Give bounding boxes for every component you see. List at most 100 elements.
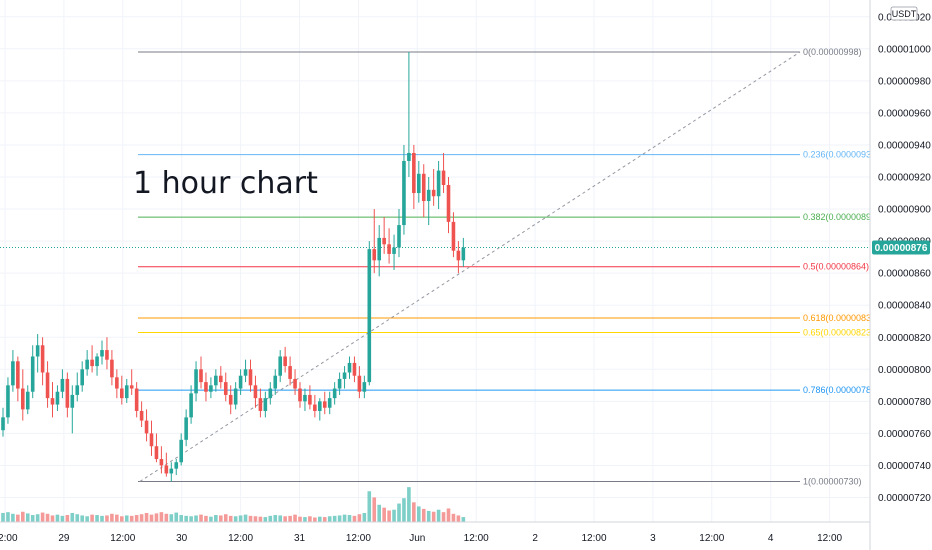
candle[interactable] <box>397 209 401 258</box>
candle[interactable] <box>446 177 451 234</box>
candle[interactable] <box>248 359 253 392</box>
candlesticks[interactable] <box>1 52 466 482</box>
candle[interactable] <box>65 372 70 418</box>
candle[interactable] <box>60 369 65 399</box>
candle[interactable] <box>228 385 233 415</box>
candle[interactable] <box>70 385 75 434</box>
candle[interactable] <box>441 152 446 194</box>
candle[interactable] <box>159 446 164 474</box>
candle[interactable] <box>288 356 292 386</box>
candle[interactable] <box>219 366 223 389</box>
candle[interactable] <box>169 462 174 482</box>
candle[interactable] <box>451 212 456 258</box>
candle[interactable] <box>174 459 179 476</box>
candle[interactable] <box>16 356 20 402</box>
candle[interactable] <box>318 398 322 421</box>
candle[interactable] <box>11 350 15 392</box>
candle[interactable] <box>382 217 386 254</box>
candle[interactable] <box>392 234 396 270</box>
candle[interactable] <box>372 209 377 274</box>
candle[interactable] <box>417 160 421 203</box>
candle[interactable] <box>129 369 134 395</box>
candle[interactable] <box>238 369 243 395</box>
candle[interactable] <box>258 388 263 418</box>
candle[interactable] <box>80 361 84 392</box>
candle[interactable] <box>426 177 431 226</box>
candle[interactable] <box>194 361 198 402</box>
candle[interactable] <box>387 228 391 264</box>
price-axis[interactable] <box>870 0 932 522</box>
candle[interactable] <box>412 144 416 210</box>
candle[interactable] <box>149 420 154 456</box>
candle[interactable] <box>377 225 381 277</box>
trend-line[interactable] <box>139 51 801 482</box>
candle[interactable] <box>35 334 40 373</box>
candle[interactable] <box>362 375 367 399</box>
candle[interactable] <box>139 401 144 427</box>
candle[interactable] <box>30 345 35 399</box>
candle[interactable] <box>253 375 258 408</box>
candle[interactable] <box>75 372 80 402</box>
candle[interactable] <box>298 382 302 408</box>
currency-badge[interactable]: USDT <box>890 6 918 21</box>
candle[interactable] <box>110 350 114 386</box>
candle[interactable] <box>337 372 342 395</box>
candle[interactable] <box>25 385 30 415</box>
candle[interactable] <box>357 366 362 399</box>
candle[interactable] <box>278 350 282 383</box>
candle[interactable] <box>436 160 441 210</box>
candle[interactable] <box>55 385 60 411</box>
candle[interactable] <box>184 409 188 447</box>
candle[interactable] <box>313 394 317 418</box>
candle[interactable] <box>308 385 312 410</box>
candle[interactable] <box>204 372 208 402</box>
candle[interactable] <box>233 382 238 410</box>
candle[interactable] <box>179 433 183 466</box>
candle[interactable] <box>431 168 436 206</box>
candle[interactable] <box>115 369 119 399</box>
candle[interactable] <box>21 369 25 421</box>
candle[interactable] <box>124 378 129 403</box>
candle[interactable] <box>273 369 278 395</box>
candle[interactable] <box>268 382 273 405</box>
candle[interactable] <box>144 409 149 442</box>
candle[interactable] <box>164 452 169 477</box>
candle[interactable] <box>1 407 5 437</box>
candle[interactable] <box>263 391 268 418</box>
candle[interactable] <box>456 241 461 274</box>
candle[interactable] <box>402 144 406 235</box>
candle[interactable] <box>199 356 203 389</box>
candle[interactable] <box>209 377 213 399</box>
candle[interactable] <box>243 359 248 383</box>
candle[interactable] <box>283 346 287 373</box>
candle[interactable] <box>6 377 10 424</box>
candle[interactable] <box>214 369 218 392</box>
candle[interactable] <box>407 52 411 177</box>
candle[interactable] <box>90 345 94 373</box>
candle[interactable] <box>367 241 372 386</box>
candle[interactable] <box>85 350 89 376</box>
candle[interactable] <box>95 353 99 376</box>
candle[interactable] <box>461 237 466 267</box>
candle[interactable] <box>342 366 347 389</box>
candle[interactable] <box>332 382 337 405</box>
candle[interactable] <box>327 391 332 415</box>
fib-retracement[interactable]: 0(0.00000998) 0.236(0.00000934) 0.382(0.00… <box>138 47 879 486</box>
candle[interactable] <box>293 369 297 395</box>
candle[interactable] <box>100 340 104 365</box>
candle[interactable] <box>421 164 426 218</box>
candle[interactable] <box>347 356 352 379</box>
candle[interactable] <box>322 391 327 415</box>
candle[interactable] <box>154 433 159 463</box>
candle[interactable] <box>223 372 228 402</box>
candle[interactable] <box>120 375 124 405</box>
candle[interactable] <box>50 382 55 418</box>
candle[interactable] <box>45 361 50 408</box>
candle[interactable] <box>134 382 139 418</box>
candle[interactable] <box>105 337 109 370</box>
candle[interactable] <box>189 385 193 424</box>
candle[interactable] <box>352 356 357 383</box>
candle[interactable] <box>303 388 307 411</box>
candle[interactable] <box>40 337 45 386</box>
